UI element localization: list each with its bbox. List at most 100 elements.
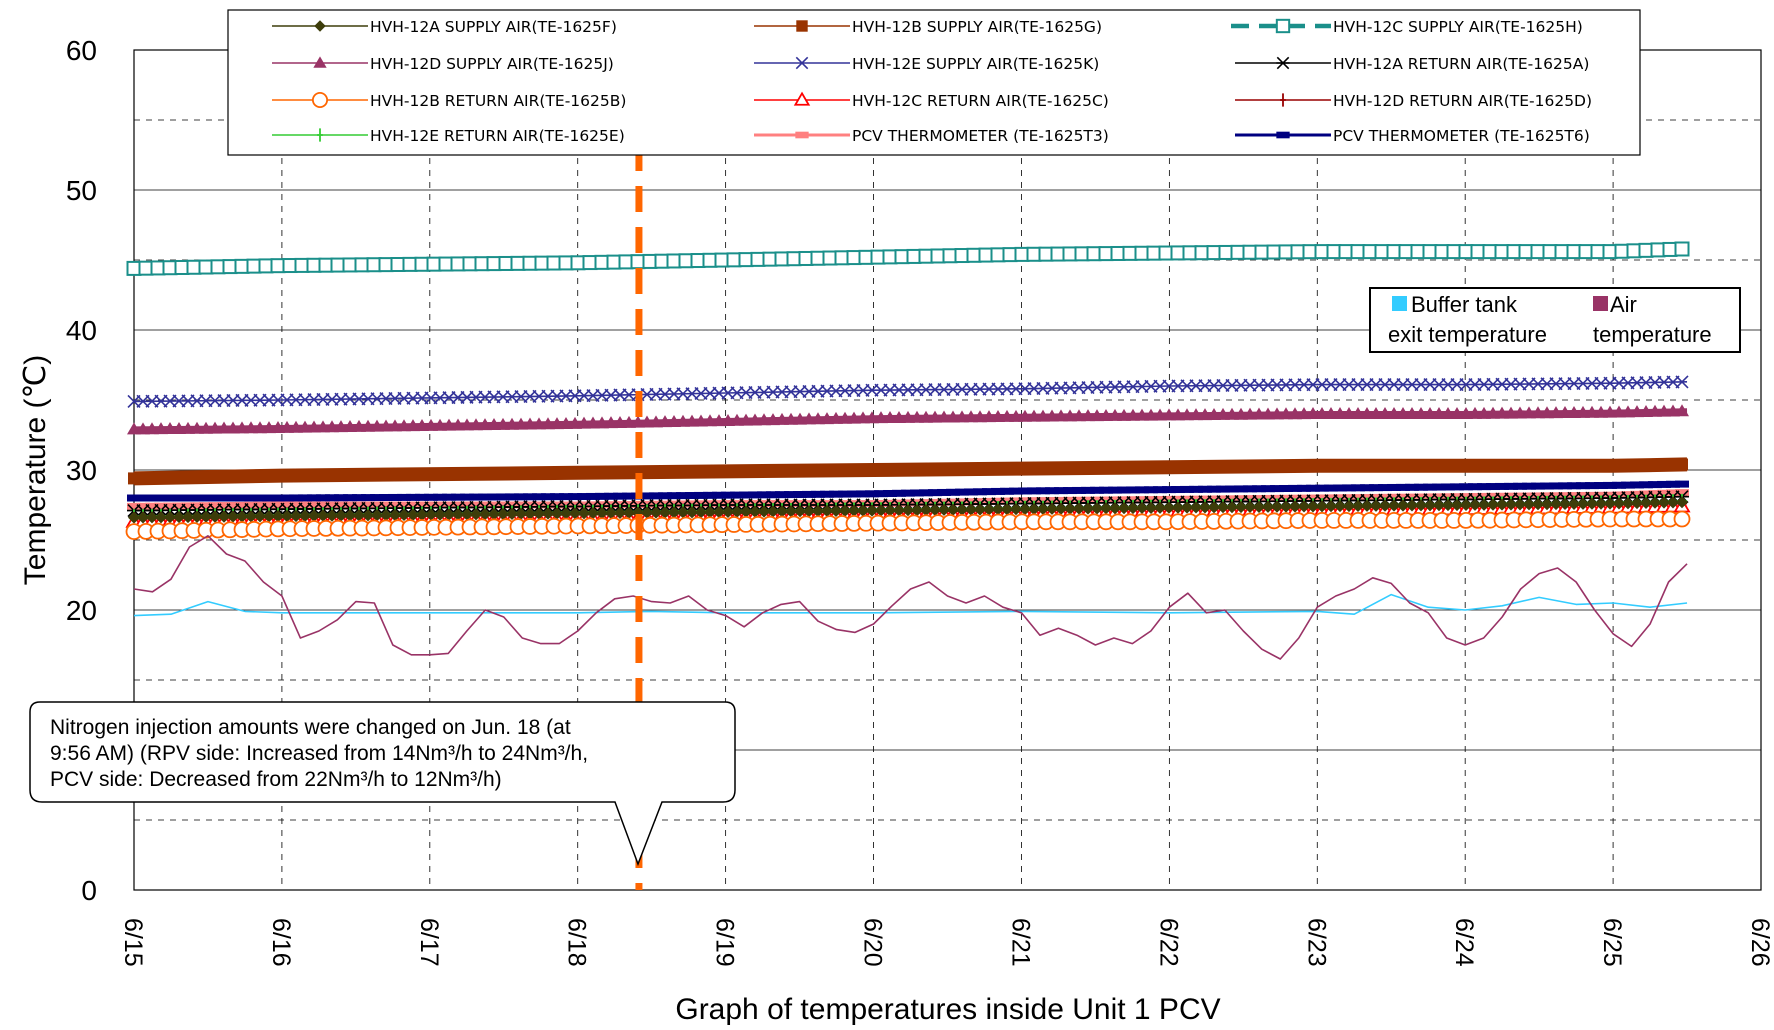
data-point	[667, 492, 681, 500]
data-point	[271, 421, 285, 434]
data-point	[1162, 408, 1176, 421]
data-point	[1261, 485, 1275, 493]
data-point	[1387, 407, 1401, 419]
data-point	[650, 506, 662, 519]
data-point	[775, 491, 789, 499]
legend-item: PCV THERMOMETER (TE-1625T6)	[1235, 127, 1590, 145]
data-point	[1352, 500, 1364, 513]
data-point	[1658, 496, 1670, 509]
data-point	[937, 488, 951, 496]
data-point	[154, 422, 168, 435]
data-point	[776, 505, 788, 518]
data-point	[1568, 497, 1580, 510]
data-point	[190, 421, 204, 434]
callout-line: Nitrogen injection amounts were changed …	[50, 716, 571, 739]
data-point	[1270, 485, 1284, 493]
data-point	[217, 421, 231, 434]
legend-label: HVH-12C RETURN AIR(TE-1625C)	[852, 92, 1109, 110]
series	[133, 534, 1688, 660]
series	[125, 510, 1691, 540]
data-point	[1522, 482, 1536, 490]
data-point	[550, 501, 564, 509]
data-point	[928, 410, 942, 423]
data-point	[811, 412, 825, 425]
data-point	[1108, 408, 1122, 421]
callout-line: PCV side: Decreased from 22Nm³/h to 12Nm…	[50, 768, 502, 791]
data-point	[1486, 483, 1500, 491]
data-point	[487, 501, 501, 509]
data-point	[406, 419, 420, 432]
data-point	[379, 494, 393, 502]
data-point	[398, 509, 410, 522]
data-point	[1036, 409, 1050, 422]
data-point	[1117, 408, 1131, 421]
legend-item: HVH-12B RETURN AIR(TE-1625B)	[272, 91, 626, 110]
data-point	[973, 488, 987, 496]
data-point	[1469, 498, 1481, 511]
data-point	[469, 418, 483, 431]
data-point	[1091, 502, 1103, 515]
y-tick-label: 40	[66, 315, 97, 346]
data-point	[541, 417, 555, 430]
data-point	[964, 488, 978, 496]
data-point	[893, 504, 905, 517]
data-point	[1622, 497, 1634, 510]
data-point	[523, 493, 537, 501]
legend-label: PCV THERMOMETER (TE-1625T6)	[1333, 127, 1590, 145]
data-point	[442, 418, 456, 431]
data-point	[1450, 483, 1464, 491]
data-point	[1460, 498, 1472, 511]
data-point	[497, 508, 509, 521]
data-point	[802, 412, 816, 425]
legend-marker	[793, 91, 811, 106]
data-point	[163, 494, 177, 502]
legend-label: HVH-12A RETURN AIR(TE-1625A)	[1333, 55, 1589, 73]
data-point	[272, 510, 284, 523]
data-point	[640, 415, 654, 428]
data-point	[496, 417, 510, 430]
data-point	[830, 504, 842, 517]
data-point	[487, 417, 501, 430]
x-tick-label: 6/23	[1302, 918, 1330, 967]
data-point	[1370, 499, 1382, 512]
legend-item: HVH-12C SUPPLY AIR(TE-1625H)	[1231, 18, 1583, 36]
data-point	[1135, 486, 1149, 494]
data-point	[199, 502, 213, 510]
data-point	[1333, 407, 1347, 419]
data-point	[523, 501, 537, 509]
data-point	[523, 417, 537, 430]
data-point	[802, 490, 816, 498]
data-point	[1540, 406, 1554, 419]
data-point	[1630, 481, 1644, 489]
y-tick-label: 60	[66, 35, 97, 66]
data-point	[793, 412, 807, 425]
inset-legend-label: Air	[1610, 292, 1637, 317]
data-point	[1082, 502, 1094, 515]
data-point	[461, 508, 473, 521]
data-point	[460, 418, 474, 431]
data-point	[344, 509, 356, 522]
data-point	[532, 417, 546, 430]
data-point	[1567, 482, 1581, 490]
data-point	[281, 510, 293, 523]
data-point	[1621, 481, 1635, 489]
legend-label: HVH-12D SUPPLY AIR(TE-1625J)	[370, 55, 614, 73]
data-point	[838, 411, 852, 424]
data-point	[1594, 482, 1608, 490]
data-point	[1550, 498, 1562, 511]
data-point	[478, 493, 492, 501]
data-point	[883, 411, 897, 424]
data-point	[613, 415, 627, 428]
data-point	[1406, 499, 1418, 512]
data-point	[1532, 498, 1544, 511]
data-point	[1648, 404, 1662, 417]
data-point	[1459, 483, 1473, 491]
data-point	[532, 501, 546, 509]
data-point	[866, 504, 878, 517]
data-point	[1063, 487, 1077, 495]
data-point	[1604, 497, 1616, 510]
data-point	[1135, 408, 1149, 421]
data-point	[1252, 485, 1266, 493]
data-point	[334, 494, 348, 502]
data-point	[254, 510, 266, 523]
